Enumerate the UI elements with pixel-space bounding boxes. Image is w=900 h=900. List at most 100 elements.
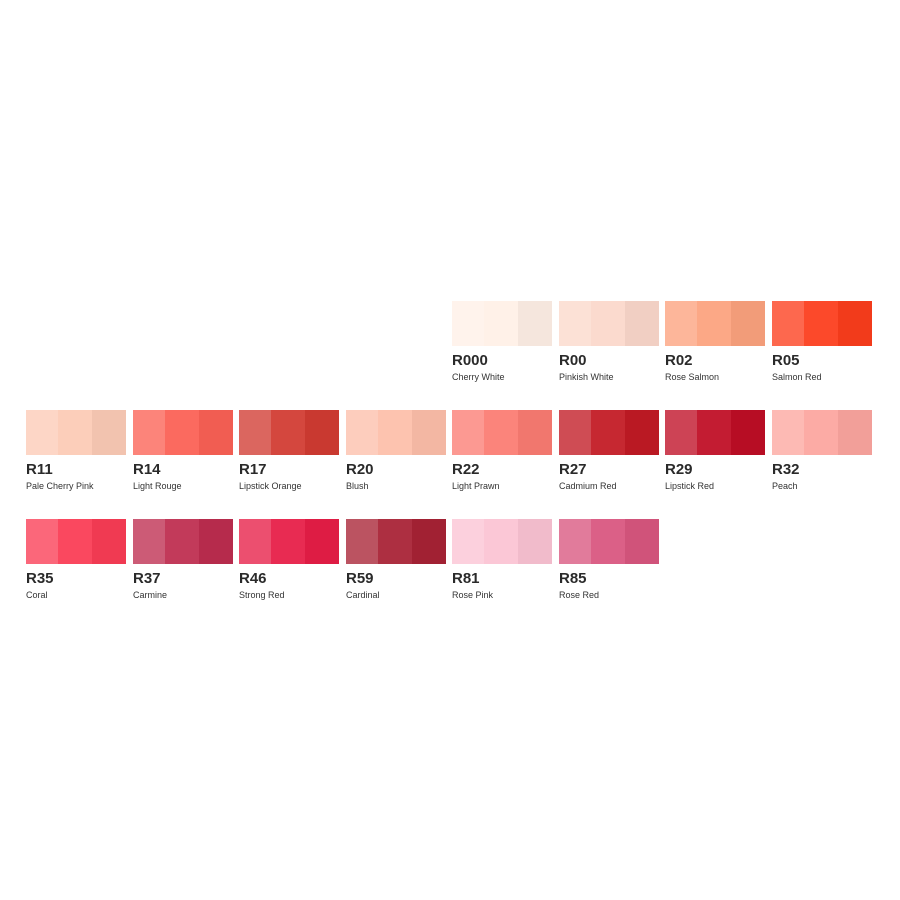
swatch-code: R37 bbox=[133, 570, 161, 587]
swatch-strip bbox=[697, 410, 731, 455]
color-swatch bbox=[559, 519, 659, 564]
swatch-strip bbox=[591, 519, 625, 564]
swatch-code: R22 bbox=[452, 461, 480, 478]
swatch-strip bbox=[591, 410, 625, 455]
swatch-name: Light Rouge bbox=[133, 481, 182, 491]
swatch-item-r14: R14 Light Rouge bbox=[133, 410, 233, 492]
swatch-name: Rose Red bbox=[559, 590, 600, 600]
swatch-code: R35 bbox=[26, 570, 54, 587]
swatch-name: Carmine bbox=[133, 590, 168, 600]
swatch-strip bbox=[346, 519, 378, 564]
swatch-strip bbox=[92, 519, 126, 564]
color-swatch bbox=[559, 301, 659, 346]
swatch-strip bbox=[133, 410, 165, 455]
swatch-item-r000: R000 Cherry White bbox=[452, 301, 552, 383]
swatch-code: R000 bbox=[452, 352, 488, 369]
swatch-name: Blush bbox=[346, 481, 369, 491]
swatch-name: Salmon Red bbox=[772, 372, 822, 382]
swatch-item-r11: R11 Pale Cherry Pink bbox=[26, 410, 126, 492]
swatch-strip bbox=[452, 519, 484, 564]
swatch-code: R02 bbox=[665, 352, 693, 369]
swatch-strip bbox=[239, 519, 271, 564]
swatch-strip bbox=[26, 519, 58, 564]
swatch-strip bbox=[559, 410, 591, 455]
swatch-strip bbox=[625, 301, 659, 346]
swatch-code: R11 bbox=[26, 461, 53, 478]
swatch-code: R29 bbox=[665, 461, 693, 478]
swatch-strip bbox=[412, 410, 446, 455]
swatch-name: Light Prawn bbox=[452, 481, 500, 491]
swatch-item-r32: R32 Peach bbox=[772, 410, 872, 492]
swatch-code: R32 bbox=[772, 461, 800, 478]
swatch-item-r00: R00 Pinkish White bbox=[559, 301, 659, 383]
swatch-strip bbox=[518, 519, 552, 564]
swatch-strip bbox=[804, 301, 838, 346]
swatch-item-r17: R17 Lipstick Orange bbox=[239, 410, 339, 492]
swatch-strip bbox=[518, 410, 552, 455]
swatch-strip bbox=[452, 410, 484, 455]
color-swatch bbox=[26, 410, 126, 455]
swatch-strip bbox=[772, 301, 804, 346]
swatch-strip bbox=[731, 410, 765, 455]
swatch-name: Coral bbox=[26, 590, 48, 600]
swatch-code: R85 bbox=[559, 570, 587, 587]
swatch-item-r02: R02 Rose Salmon bbox=[665, 301, 765, 383]
swatch-strip bbox=[591, 301, 625, 346]
swatch-strip bbox=[239, 410, 271, 455]
color-swatch bbox=[772, 410, 872, 455]
swatch-name: Cardinal bbox=[346, 590, 380, 600]
swatch-strip bbox=[412, 519, 446, 564]
swatch-name: Rose Pink bbox=[452, 590, 494, 600]
swatch-strip bbox=[58, 410, 92, 455]
swatch-strip bbox=[271, 519, 305, 564]
color-swatch bbox=[239, 519, 339, 564]
swatch-strip bbox=[697, 301, 731, 346]
swatch-strip bbox=[838, 301, 872, 346]
swatch-item-r29: R29 Lipstick Red bbox=[665, 410, 765, 492]
swatch-strip bbox=[484, 519, 518, 564]
swatch-item-r85: R85 Rose Red bbox=[559, 519, 659, 601]
swatch-item-r37: R37 Carmine bbox=[133, 519, 233, 601]
swatch-strip bbox=[772, 410, 804, 455]
color-swatch bbox=[452, 410, 552, 455]
swatch-name: Lipstick Red bbox=[665, 481, 715, 491]
swatch-strip bbox=[484, 410, 518, 455]
swatch-item-r59: R59 Cardinal bbox=[346, 519, 446, 601]
swatch-strip bbox=[838, 410, 872, 455]
swatch-strip bbox=[804, 410, 838, 455]
color-swatch bbox=[559, 410, 659, 455]
swatch-item-r81: R81 Rose Pink bbox=[452, 519, 552, 601]
swatch-item-r35: R35 Coral bbox=[26, 519, 126, 601]
swatch-name: Strong Red bbox=[239, 590, 285, 600]
swatch-strip bbox=[731, 301, 765, 346]
swatch-item-r27: R27 Cadmium Red bbox=[559, 410, 659, 492]
swatch-code: R27 bbox=[559, 461, 587, 478]
swatch-strip bbox=[199, 410, 233, 455]
swatch-name: Rose Salmon bbox=[665, 372, 720, 382]
swatch-code: R17 bbox=[239, 461, 267, 478]
swatch-strip bbox=[559, 301, 591, 346]
swatch-strip bbox=[378, 410, 412, 455]
swatch-item-r20: R20 Blush bbox=[346, 410, 446, 492]
color-swatch bbox=[452, 301, 552, 346]
color-swatch bbox=[346, 410, 446, 455]
color-swatch bbox=[133, 519, 233, 564]
swatch-code: R46 bbox=[239, 570, 267, 587]
swatch-strip bbox=[346, 410, 378, 455]
swatch-strip bbox=[165, 410, 199, 455]
swatch-strip bbox=[378, 519, 412, 564]
swatch-code: R14 bbox=[133, 461, 161, 478]
swatch-strip bbox=[625, 519, 659, 564]
color-swatch bbox=[665, 301, 765, 346]
swatch-item-r05: R05 Salmon Red bbox=[772, 301, 872, 383]
swatch-code: R00 bbox=[559, 352, 587, 369]
color-swatch bbox=[133, 410, 233, 455]
color-swatch bbox=[346, 519, 446, 564]
swatch-name: Pale Cherry Pink bbox=[26, 481, 94, 491]
swatch-code: R20 bbox=[346, 461, 374, 478]
swatch-name: Cherry White bbox=[452, 372, 505, 382]
swatch-strip bbox=[58, 519, 92, 564]
swatch-strip bbox=[199, 519, 233, 564]
color-swatch bbox=[772, 301, 872, 346]
